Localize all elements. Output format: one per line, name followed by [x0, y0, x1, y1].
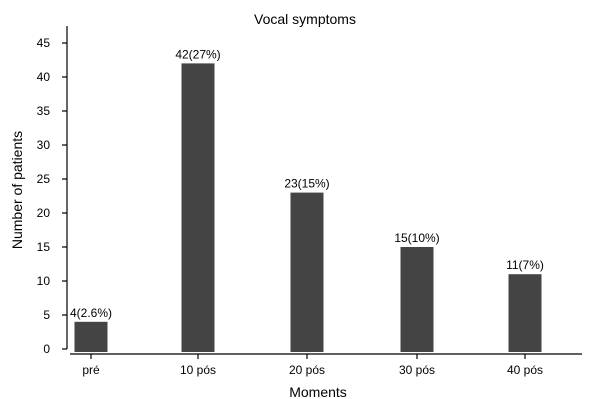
bar-data-label: 11(7%) [506, 258, 544, 272]
x-tick-label: 40 pós [507, 363, 543, 377]
bar-data-label: 23(15%) [284, 177, 329, 191]
y-tick-label: 5 [43, 308, 50, 322]
y-tick-label: 0 [43, 342, 50, 356]
bar [508, 274, 542, 352]
y-tick-label: 45 [37, 36, 51, 50]
data-labels: 4(2.6%) 42(27%) 23(15%) 15(10%) 11(7%) [70, 47, 544, 319]
y-tick-label: 30 [37, 138, 51, 152]
bar [290, 192, 324, 352]
y-tick-label: 25 [37, 172, 51, 186]
bars [74, 63, 542, 353]
bar [400, 247, 434, 352]
x-axis-title: Moments [289, 384, 347, 399]
x-axis: pré 10 pós 20 pós 30 pós 40 pós [70, 353, 582, 377]
y-tick-label: 20 [37, 206, 51, 220]
x-tick-label: 10 pós [180, 363, 216, 377]
x-tick-label: 20 pós [289, 363, 325, 377]
y-axis-title: Number of patients [9, 131, 25, 249]
bar-data-label: 15(10%) [394, 231, 439, 245]
bar [74, 321, 108, 352]
bar [181, 63, 215, 353]
y-tick-label: 35 [37, 104, 51, 118]
x-tick-label: 30 pós [399, 363, 435, 377]
y-tick-label: 10 [37, 274, 51, 288]
x-tick-label: pré [82, 363, 100, 377]
y-tick-label: 15 [37, 240, 51, 254]
bar-data-label: 4(2.6%) [70, 306, 112, 320]
y-tick-label: 40 [37, 70, 51, 84]
chart-title: Vocal symptoms [254, 11, 356, 27]
bar-data-label: 42(27%) [175, 47, 220, 61]
y-axis: 0 5 10 15 20 25 30 35 40 45 [37, 26, 68, 356]
